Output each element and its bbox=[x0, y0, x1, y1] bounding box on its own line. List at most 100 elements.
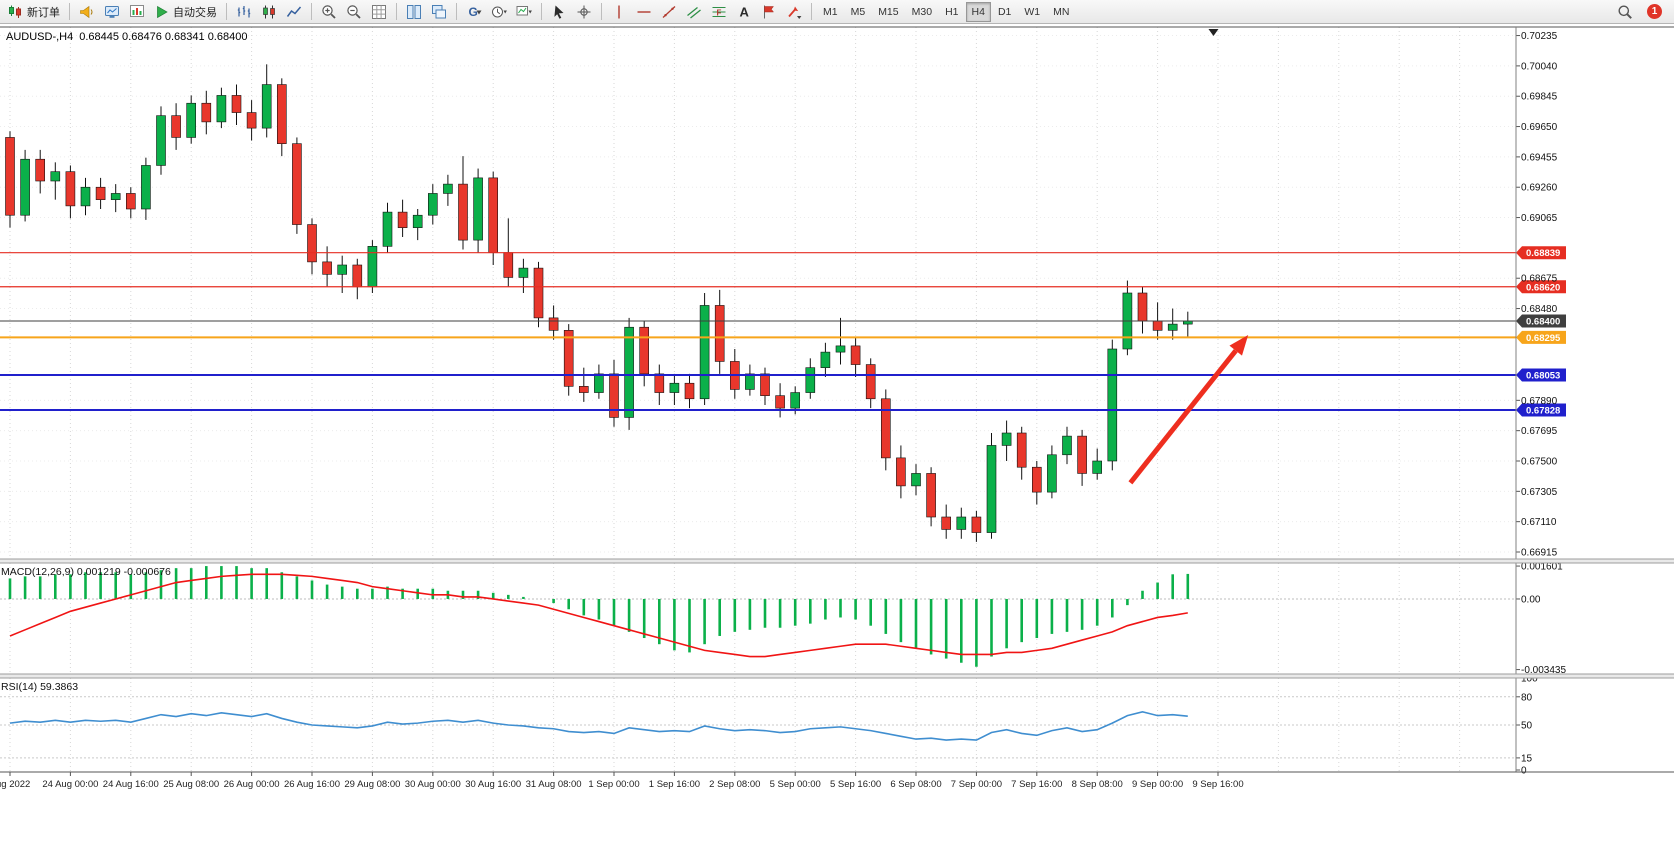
price-level-badge bbox=[1516, 368, 1566, 382]
timeframe-d1-button[interactable]: D1 bbox=[992, 2, 1017, 22]
chart-shift-marker-icon[interactable] bbox=[1208, 29, 1219, 36]
autotrading-button[interactable]: 自动交易 bbox=[150, 2, 221, 22]
svg-text:80: 80 bbox=[1521, 692, 1533, 703]
svg-text:9 Sep 16:00: 9 Sep 16:00 bbox=[1192, 779, 1243, 790]
new-order-label: 新订单 bbox=[27, 6, 60, 19]
tile-windows-button[interactable] bbox=[402, 2, 426, 22]
timeframe-m15-button[interactable]: M15 bbox=[872, 2, 904, 22]
tile-icon bbox=[406, 4, 422, 20]
autotrading-label: 自动交易 bbox=[173, 6, 217, 19]
cascade-windows-button[interactable] bbox=[427, 2, 451, 22]
svg-text:9 Sep 00:00: 9 Sep 00:00 bbox=[1132, 779, 1183, 790]
svg-text:0.67110: 0.67110 bbox=[1521, 517, 1557, 528]
rsi-indicator: RSI(14) 59.3863 100 80 50 15 0 bbox=[0, 674, 1538, 777]
new-order-button[interactable]: 新订单 bbox=[4, 2, 64, 22]
hline-icon bbox=[636, 4, 652, 20]
svg-text:0: 0 bbox=[1521, 766, 1527, 777]
price-level-badge bbox=[1516, 403, 1566, 417]
horn-icon bbox=[79, 4, 95, 20]
svg-text:7 Sep 00:00: 7 Sep 00:00 bbox=[951, 779, 1002, 790]
svg-text:0.69650: 0.69650 bbox=[1521, 122, 1558, 133]
text-label-button[interactable] bbox=[757, 2, 781, 22]
new-order-icon bbox=[8, 4, 24, 20]
arrows-icon bbox=[786, 4, 802, 20]
chart-title: AUDUSD-,H4 0.68445 0.68476 0.68341 0.6840… bbox=[6, 31, 253, 43]
svg-text:G: G bbox=[469, 5, 478, 19]
svg-text:0.68839: 0.68839 bbox=[1526, 248, 1560, 259]
svg-text:0.70235: 0.70235 bbox=[1521, 31, 1558, 42]
arrows-button[interactable] bbox=[782, 2, 806, 22]
toolbar-right: 1 bbox=[1613, 2, 1670, 22]
vertical-line-button[interactable] bbox=[607, 2, 631, 22]
price-level-badge bbox=[1516, 280, 1566, 294]
cursor-button[interactable] bbox=[547, 2, 571, 22]
zoom-out-button[interactable] bbox=[342, 2, 366, 22]
timeframe-m5-button[interactable]: M5 bbox=[845, 2, 872, 22]
bar-chart-button[interactable] bbox=[232, 2, 256, 22]
timeframe-h1-button[interactable]: H1 bbox=[939, 2, 964, 22]
chart-snapshot-button[interactable] bbox=[512, 2, 536, 22]
timeframe-m1-button[interactable]: M1 bbox=[817, 2, 844, 22]
trend-arrow-annotation[interactable] bbox=[1128, 335, 1249, 485]
timeframe-w1-button[interactable]: W1 bbox=[1018, 2, 1046, 22]
alerts-button[interactable] bbox=[75, 2, 99, 22]
crosshair-button[interactable] bbox=[572, 2, 596, 22]
svg-text:0.001601: 0.001601 bbox=[1521, 562, 1563, 573]
chart-window: 0.68839 0.68620 0.68400 0.68295 0.68053 0.678… bbox=[0, 24, 1674, 844]
toolbar-separator bbox=[69, 3, 70, 20]
play-icon bbox=[154, 4, 170, 20]
candlesticks[interactable] bbox=[5, 64, 1193, 542]
horizontal-level-lines[interactable]: 0.68839 0.68620 0.68400 0.68295 0.68053 0.678… bbox=[0, 246, 1566, 417]
svg-text:0.68053: 0.68053 bbox=[1526, 370, 1560, 381]
svg-text:0.68480: 0.68480 bbox=[1521, 304, 1558, 315]
cursor-icon bbox=[551, 4, 567, 20]
svg-text:0.69455: 0.69455 bbox=[1521, 152, 1558, 163]
svg-text:26 Aug 16:00: 26 Aug 16:00 bbox=[284, 779, 340, 790]
line-icon bbox=[286, 4, 302, 20]
svg-text:15: 15 bbox=[1521, 753, 1533, 764]
timeframe-mn-button[interactable]: MN bbox=[1047, 2, 1075, 22]
zoom-in-button[interactable] bbox=[317, 2, 341, 22]
toolbar-separator bbox=[811, 3, 812, 20]
panel-separator[interactable] bbox=[0, 559, 1674, 563]
svg-text:31 Aug 08:00: 31 Aug 08:00 bbox=[526, 779, 582, 790]
notification-badge[interactable]: 1 bbox=[1647, 4, 1662, 19]
panel-separator[interactable] bbox=[0, 674, 1674, 678]
horizontal-line-button[interactable] bbox=[632, 2, 656, 22]
channel-icon bbox=[686, 4, 702, 20]
svg-text:25 Aug 08:00: 25 Aug 08:00 bbox=[163, 779, 219, 790]
trendline-button[interactable] bbox=[657, 2, 681, 22]
candlestick-chart-button[interactable] bbox=[257, 2, 281, 22]
svg-text:29 Aug 08:00: 29 Aug 08:00 bbox=[344, 779, 400, 790]
timeframe-h4-button[interactable]: H4 bbox=[965, 1, 991, 22]
flag-icon bbox=[761, 4, 777, 20]
line-chart-button[interactable] bbox=[282, 2, 306, 22]
equidistant-channel-button[interactable] bbox=[682, 2, 706, 22]
vline-icon bbox=[611, 4, 627, 20]
snapshot-icon bbox=[516, 4, 532, 20]
toolbar-buttons: 新订单 自动交易 G F A M1 M5 M15 M30 H1 H4 D1 W1 MN bbox=[4, 1, 1075, 22]
chart-canvas[interactable]: 0.68839 0.68620 0.68400 0.68295 0.68053 0.678… bbox=[0, 24, 1674, 844]
templates-button[interactable]: G bbox=[462, 2, 486, 22]
svg-text:0.70040: 0.70040 bbox=[1521, 61, 1558, 72]
bars-icon bbox=[236, 4, 252, 20]
time-axis[interactable]: Aug 2022 24 Aug 00:00 24 Aug 16:00 25 Aug 0… bbox=[0, 772, 1244, 790]
fibonacci-button[interactable]: F bbox=[707, 2, 731, 22]
market-watch-button[interactable] bbox=[100, 2, 124, 22]
text-button[interactable]: A bbox=[732, 2, 756, 22]
price-axis[interactable]: 0.70235 0.70040 0.69845 0.69650 0.69455 0.692… bbox=[1516, 31, 1558, 559]
rsi-label: RSI(14) 59.3863 bbox=[1, 681, 78, 693]
svg-text:0.66915: 0.66915 bbox=[1521, 548, 1558, 559]
grid-button[interactable] bbox=[367, 2, 391, 22]
svg-text:-0.003435: -0.003435 bbox=[1521, 665, 1566, 676]
clock-icon bbox=[491, 4, 507, 20]
chart-window-button[interactable] bbox=[125, 2, 149, 22]
svg-text:0.68675: 0.68675 bbox=[1521, 274, 1558, 285]
chart-ohlc-readout: 0.68445 0.68476 0.68341 0.68400 bbox=[79, 31, 248, 43]
period-button[interactable] bbox=[487, 2, 511, 22]
timeframe-m30-button[interactable]: M30 bbox=[906, 2, 938, 22]
text-icon: A bbox=[736, 4, 752, 20]
chart-background bbox=[0, 24, 1674, 844]
search-button[interactable] bbox=[1613, 2, 1637, 22]
toolbar-separator bbox=[226, 3, 227, 20]
